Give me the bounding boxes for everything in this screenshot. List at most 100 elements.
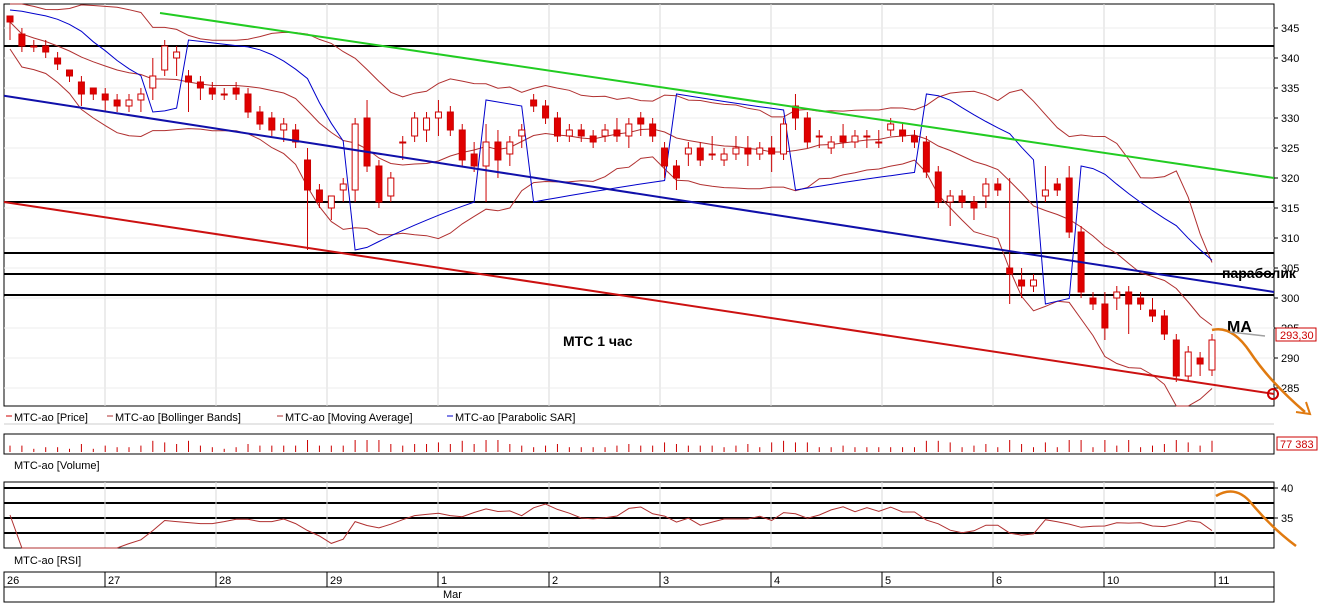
candle-body[interactable] — [77, 81, 85, 95]
candle-body[interactable] — [601, 129, 609, 137]
candle-body[interactable] — [363, 117, 371, 167]
candle-body[interactable] — [577, 129, 585, 137]
candle-body[interactable] — [899, 129, 907, 137]
candle-body[interactable] — [220, 93, 228, 96]
candle-body[interactable] — [1184, 351, 1192, 377]
candle-body[interactable] — [1089, 297, 1097, 305]
candle-body[interactable] — [613, 129, 621, 137]
candle-body[interactable] — [791, 105, 799, 119]
candle-body[interactable] — [565, 129, 573, 137]
candle-body[interactable] — [351, 123, 359, 191]
candle-body[interactable] — [1148, 309, 1156, 317]
candle-body[interactable] — [1029, 279, 1037, 287]
candle-body[interactable] — [958, 195, 966, 203]
support-target-marker[interactable] — [1267, 388, 1279, 400]
candle-body[interactable] — [851, 135, 859, 143]
candle-body[interactable] — [780, 123, 788, 155]
candle-body[interactable] — [434, 111, 442, 119]
candle-body[interactable] — [446, 111, 454, 131]
price-panel[interactable] — [3, 3, 1275, 407]
candle-body[interactable] — [589, 135, 597, 143]
candle-body[interactable] — [625, 123, 633, 137]
candle-body[interactable] — [1041, 189, 1049, 197]
candle-body[interactable] — [875, 141, 883, 144]
candle-body[interactable] — [1125, 291, 1133, 305]
candle-body[interactable] — [470, 153, 478, 167]
candle-body[interactable] — [89, 87, 97, 95]
candle-body[interactable] — [934, 171, 942, 203]
candle-body[interactable] — [244, 93, 252, 113]
candle-body[interactable] — [922, 141, 930, 173]
candle-body[interactable] — [637, 117, 645, 125]
candle-body[interactable] — [803, 117, 811, 143]
candle-body[interactable] — [399, 141, 407, 144]
candle-body[interactable] — [970, 201, 978, 209]
candle-body[interactable] — [6, 15, 14, 23]
candle-body[interactable] — [684, 147, 692, 155]
candle-body[interactable] — [315, 189, 323, 203]
candle-body[interactable] — [1053, 183, 1061, 191]
candle-body[interactable] — [827, 141, 835, 149]
candle-body[interactable] — [661, 147, 669, 167]
candle-body[interactable] — [30, 45, 38, 48]
candle-body[interactable] — [482, 141, 490, 167]
candle-body[interactable] — [744, 147, 752, 155]
candle-body[interactable] — [863, 135, 871, 138]
candle-body[interactable] — [411, 117, 419, 137]
candle-body[interactable] — [423, 117, 431, 131]
candle-body[interactable] — [1006, 267, 1014, 275]
candle-body[interactable] — [292, 129, 300, 143]
candle-body[interactable] — [101, 93, 109, 101]
candle-body[interactable] — [756, 147, 764, 155]
candle-body[interactable] — [113, 99, 121, 107]
candle-body[interactable] — [161, 45, 169, 71]
candle-body[interactable] — [649, 123, 657, 137]
candle-body[interactable] — [1113, 291, 1121, 299]
candle-body[interactable] — [125, 99, 133, 107]
candle-body[interactable] — [994, 183, 1002, 191]
rsi-panel[interactable] — [3, 481, 1275, 549]
candle-body[interactable] — [339, 183, 347, 191]
candle-body[interactable] — [375, 165, 383, 203]
candle-body[interactable] — [42, 45, 50, 53]
candle-body[interactable] — [553, 117, 561, 137]
candle-body[interactable] — [542, 105, 550, 119]
candle-body[interactable] — [1018, 279, 1026, 287]
candle-body[interactable] — [268, 117, 276, 131]
candle-body[interactable] — [232, 87, 240, 95]
candle-body[interactable] — [149, 75, 157, 89]
candle-body[interactable] — [768, 147, 776, 155]
candle-body[interactable] — [327, 195, 335, 209]
candle-body[interactable] — [256, 111, 264, 125]
candle-body[interactable] — [1208, 339, 1216, 371]
candle-body[interactable] — [982, 183, 990, 197]
candle-body[interactable] — [696, 147, 704, 161]
candle-body[interactable] — [304, 159, 312, 191]
candle-body[interactable] — [946, 195, 954, 203]
volume-panel[interactable] — [3, 433, 1275, 455]
candle-body[interactable] — [910, 135, 918, 143]
candle-body[interactable] — [458, 129, 466, 161]
candle-body[interactable] — [506, 141, 514, 155]
candle-body[interactable] — [720, 153, 728, 161]
candle-body[interactable] — [494, 141, 502, 161]
candle-body[interactable] — [66, 69, 74, 77]
candle-body[interactable] — [54, 57, 62, 65]
candle-body[interactable] — [518, 129, 526, 137]
candle-body[interactable] — [1137, 297, 1145, 305]
candle-body[interactable] — [815, 135, 823, 138]
candle-body[interactable] — [208, 87, 216, 95]
candle-body[interactable] — [708, 153, 716, 156]
candle-body[interactable] — [387, 177, 395, 197]
candle-body[interactable] — [185, 75, 193, 83]
candle-body[interactable] — [1172, 339, 1180, 377]
candle-body[interactable] — [732, 147, 740, 155]
candle-body[interactable] — [887, 123, 895, 131]
candle-body[interactable] — [1160, 315, 1168, 335]
candle-body[interactable] — [1065, 177, 1073, 233]
candle-body[interactable] — [839, 135, 847, 143]
candle-body[interactable] — [1101, 303, 1109, 329]
candle-body[interactable] — [196, 81, 204, 89]
candle-body[interactable] — [672, 165, 680, 179]
candle-body[interactable] — [280, 123, 288, 131]
